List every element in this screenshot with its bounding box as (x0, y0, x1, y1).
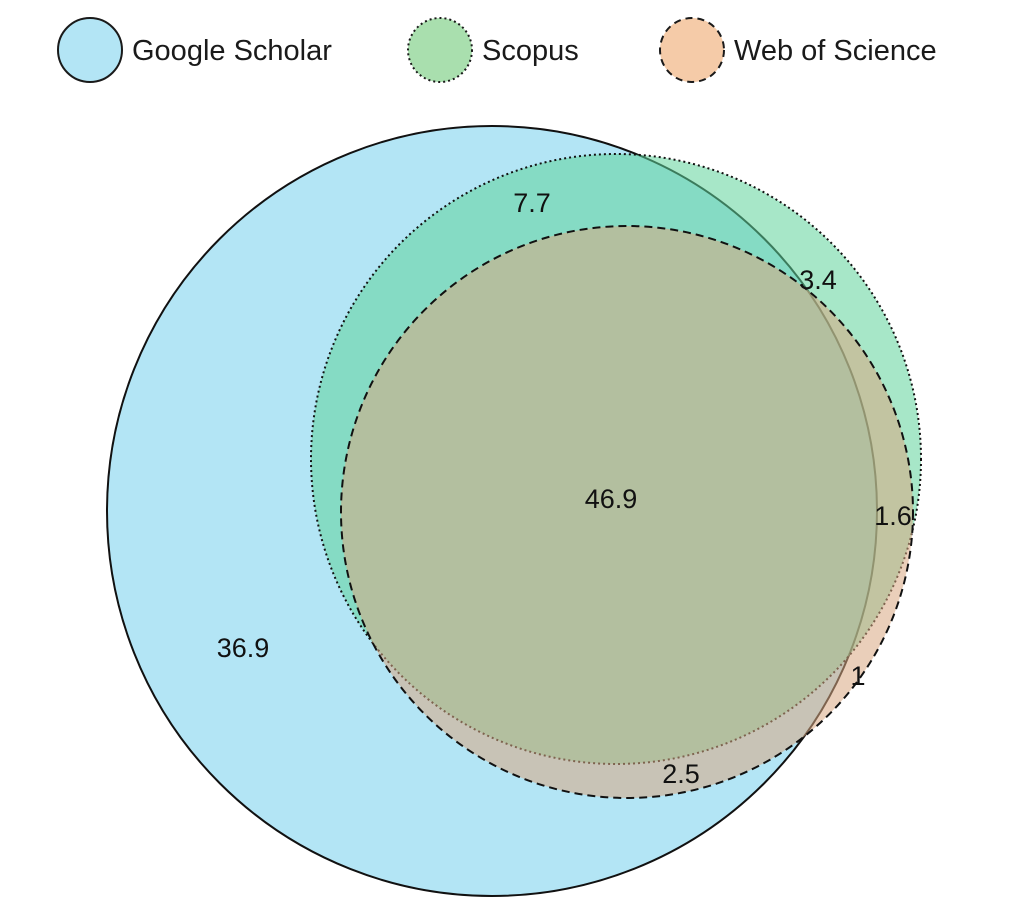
set-circles (106, 125, 922, 897)
legend: Google Scholar Scopus Web of Science (57, 17, 937, 83)
legend-item-web-of-science: Web of Science (659, 17, 937, 83)
legend-swatch-scopus (407, 17, 473, 83)
region-labels: 36.9 7.7 3.4 46.9 1.6 1 2.5 (217, 188, 912, 789)
legend-item-scopus: Scopus (407, 17, 579, 83)
region-label-gs-scopus: 7.7 (513, 188, 551, 218)
region-label-gs-wos: 2.5 (662, 759, 700, 789)
set-circle-web-of-science (340, 225, 914, 799)
region-label-wos-only: 1 (850, 661, 865, 691)
region-label-scopus-wos: 1.6 (874, 501, 912, 531)
region-label-scopus-only: 3.4 (799, 265, 837, 295)
region-label-all-three: 46.9 (585, 484, 638, 514)
legend-label-web-of-science: Web of Science (734, 35, 937, 67)
region-label-gs-only: 36.9 (217, 633, 270, 663)
legend-swatch-web-of-science (659, 17, 725, 83)
legend-label-scopus: Scopus (482, 35, 579, 67)
legend-item-google-scholar: Google Scholar (57, 17, 332, 83)
legend-swatch-google-scholar (57, 17, 123, 83)
legend-label-google-scholar: Google Scholar (132, 35, 332, 67)
